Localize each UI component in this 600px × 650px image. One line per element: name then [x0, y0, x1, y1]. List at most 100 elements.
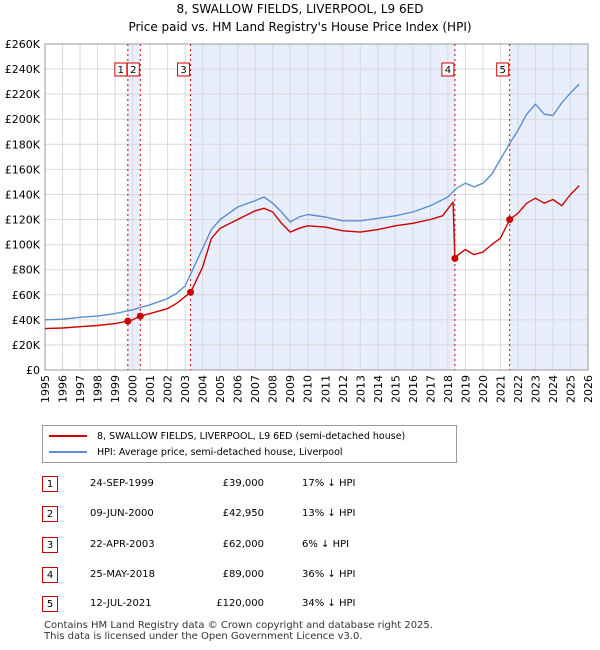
sale-badge: 5 — [42, 596, 58, 612]
sale-price: £42,950 — [222, 508, 264, 519]
sale-number-label: 1 — [118, 65, 124, 76]
sale-hpi-diff: 36% ↓ HPI — [302, 569, 356, 580]
shaded-period — [190, 44, 455, 370]
plot-frame — [44, 43, 589, 371]
shaded-period — [509, 44, 588, 370]
x-tick-label: 2017 — [424, 375, 437, 403]
x-tick-label: 2015 — [389, 375, 402, 403]
x-tick-label: 2009 — [284, 375, 297, 403]
y-tick-label: £60K — [12, 289, 41, 302]
y-tick-label: £260K — [5, 38, 41, 51]
x-tick-label: 2013 — [354, 375, 367, 403]
x-tick-label: 2012 — [337, 375, 350, 403]
y-tick-label: £160K — [5, 163, 41, 176]
x-tick-label: 2016 — [407, 375, 420, 403]
y-tick-label: £140K — [5, 188, 41, 201]
sale-badge: 3 — [42, 537, 58, 553]
x-tick-label: 2021 — [494, 375, 507, 403]
sale-number-label: 4 — [445, 65, 451, 76]
x-tick-label: 2002 — [162, 375, 175, 403]
x-tick-label: 2006 — [232, 375, 245, 403]
x-tick-label: 2010 — [302, 375, 315, 403]
y-tick-label: £220K — [5, 88, 41, 101]
sale-badge: 2 — [42, 506, 58, 522]
footer-licence: This data is licensed under the Open Gov… — [44, 631, 363, 642]
x-tick-label: 2005 — [214, 375, 227, 403]
sale-hpi-diff: 17% ↓ HPI — [302, 478, 356, 489]
sale-price: £62,000 — [222, 539, 264, 550]
x-tick-label: 1995 — [39, 375, 52, 403]
x-tick-label: 2014 — [372, 375, 385, 403]
x-tick-label: 2000 — [127, 375, 140, 403]
sale-badge: 1 — [42, 476, 58, 492]
sale-row: 3 22-APR-2003 £62,000 6% ↓ HPI — [42, 537, 442, 555]
x-tick-label: 2003 — [179, 375, 192, 403]
sale-point — [451, 254, 459, 262]
y-tick-label: £120K — [5, 214, 41, 227]
x-tick-label: 2026 — [582, 375, 595, 403]
sale-point — [506, 216, 514, 224]
footer-copyright: Contains HM Land Registry data © Crown c… — [44, 620, 433, 631]
x-tick-label: 2018 — [442, 375, 455, 403]
y-tick-label: £180K — [5, 138, 41, 151]
y-tick-label: £100K — [5, 239, 41, 252]
x-tick-label: 1997 — [74, 375, 87, 403]
x-tick-label: 2020 — [477, 375, 490, 403]
legend-item-property: 8, SWALLOW FIELDS, LIVERPOOL, L9 6ED (se… — [49, 429, 405, 443]
sale-date: 24-SEP-1999 — [90, 478, 154, 489]
x-tick-label: 1996 — [57, 375, 70, 403]
sale-hpi-diff: 6% ↓ HPI — [302, 539, 350, 550]
x-tick-label: 2022 — [512, 375, 525, 403]
y-tick-label: £40K — [12, 314, 41, 327]
sale-number-label: 5 — [500, 65, 506, 76]
sale-point — [124, 317, 132, 325]
legend-swatch-hpi — [49, 451, 87, 453]
x-tick-label: 2019 — [459, 375, 472, 403]
x-tick-label: 2024 — [547, 375, 560, 403]
x-tick-label: 2008 — [267, 375, 280, 403]
sale-row: 5 12-JUL-2021 £120,000 34% ↓ HPI — [42, 596, 442, 614]
x-tick-label: 1998 — [92, 375, 105, 403]
legend-label-property: 8, SWALLOW FIELDS, LIVERPOOL, L9 6ED (se… — [97, 430, 406, 442]
legend: 8, SWALLOW FIELDS, LIVERPOOL, L9 6ED (se… — [42, 425, 457, 463]
sale-number-box — [126, 62, 140, 77]
sale-date: 09-JUN-2000 — [90, 508, 154, 519]
x-tick-label: 2001 — [144, 375, 157, 403]
y-tick-label: £20K — [12, 339, 41, 352]
sale-hpi-diff: 13% ↓ HPI — [302, 508, 356, 519]
y-tick-label: £80K — [12, 264, 41, 277]
x-tick-label: 2025 — [564, 375, 577, 403]
x-tick-label: 2007 — [249, 375, 262, 403]
chart-subtitle: Price paid vs. HM Land Registry's House … — [128, 20, 472, 34]
price-chart: 1 2 3 4 5 £0 £20K £40K £60K £80K £100K £120K £140K £1… — [5, 38, 595, 403]
y-tick-label: £200K — [5, 113, 41, 126]
x-tick-label: 2011 — [319, 375, 332, 403]
x-tick-label: 1999 — [109, 375, 122, 403]
shaded-period — [127, 44, 141, 370]
y-tick-label: £240K — [5, 63, 41, 76]
legend-swatch-property — [49, 435, 87, 437]
legend-item-hpi: HPI: Average price, semi-detached house,… — [49, 445, 343, 459]
legend-label-hpi: HPI: Average price, semi-detached house,… — [97, 446, 343, 458]
sale-date: 25-MAY-2018 — [90, 569, 156, 580]
sale-badge: 4 — [42, 567, 58, 583]
sale-price: £39,000 — [222, 478, 264, 489]
sale-row: 4 25-MAY-2018 £89,000 36% ↓ HPI — [42, 567, 442, 585]
sale-date: 12-JUL-2021 — [90, 598, 152, 609]
sale-hpi-diff: 34% ↓ HPI — [302, 598, 356, 609]
sale-point — [187, 288, 195, 296]
series-line — [44, 83, 580, 321]
sale-row: 1 24-SEP-1999 £39,000 17% ↓ HPI — [42, 476, 442, 494]
chart-title: 8, SWALLOW FIELDS, LIVERPOOL, L9 6ED — [176, 2, 424, 16]
sale-number-box — [177, 62, 191, 77]
x-tick-label: 2004 — [197, 375, 210, 403]
sale-number-label: 3 — [180, 65, 186, 76]
sale-price: £89,000 — [222, 569, 264, 580]
sale-number-box — [441, 62, 455, 77]
sale-row: 2 09-JUN-2000 £42,950 13% ↓ HPI — [42, 506, 442, 524]
sale-number-box — [496, 62, 510, 77]
sale-point — [136, 312, 144, 320]
y-tick-label: £0 — [26, 364, 40, 377]
sale-number-label: 2 — [130, 65, 136, 76]
sale-date: 22-APR-2003 — [90, 539, 155, 550]
